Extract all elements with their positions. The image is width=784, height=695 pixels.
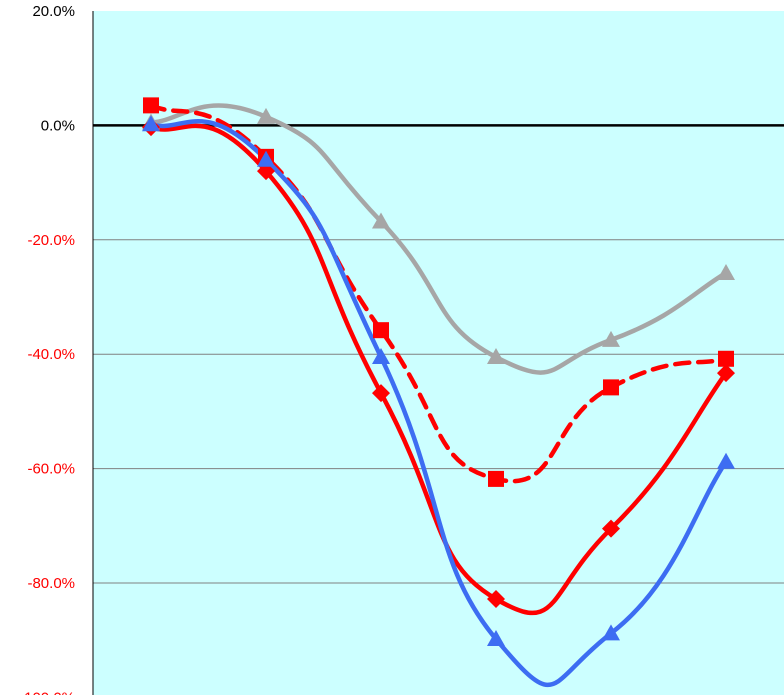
data-point-s1-4 bbox=[603, 379, 619, 396]
y-tick-label: -60.0% bbox=[27, 461, 75, 478]
data-point-s0-2 bbox=[372, 212, 390, 229]
data-point-s3-4 bbox=[602, 624, 620, 641]
data-point-s2-2 bbox=[372, 384, 390, 403]
data-point-s2-3 bbox=[487, 590, 505, 609]
y-tick-label: -100.0% bbox=[19, 689, 75, 695]
data-point-s3-3 bbox=[487, 630, 505, 647]
y-tick-label: -20.0% bbox=[27, 232, 75, 249]
data-point-s1-5 bbox=[718, 350, 734, 367]
data-point-s0-1 bbox=[257, 107, 275, 124]
data-point-s0-3 bbox=[487, 348, 505, 365]
data-point-s3-0 bbox=[142, 115, 160, 132]
y-tick-label: 20.0% bbox=[32, 3, 75, 20]
data-point-s0-5 bbox=[717, 263, 735, 280]
data-point-s3-2 bbox=[372, 348, 390, 365]
y-tick-label: -80.0% bbox=[27, 575, 75, 592]
data-point-s2-4 bbox=[602, 519, 620, 538]
data-point-s3-1 bbox=[257, 150, 275, 167]
data-point-s1-3 bbox=[488, 470, 504, 487]
data-point-s1-2 bbox=[373, 322, 389, 339]
data-point-s1-0 bbox=[143, 97, 159, 114]
y-tick-label: 0.0% bbox=[41, 117, 75, 134]
data-point-s2-5 bbox=[717, 364, 735, 383]
data-point-s3-5 bbox=[717, 452, 735, 469]
y-tick-label: -40.0% bbox=[27, 346, 75, 363]
data-point-s0-4 bbox=[602, 330, 620, 347]
